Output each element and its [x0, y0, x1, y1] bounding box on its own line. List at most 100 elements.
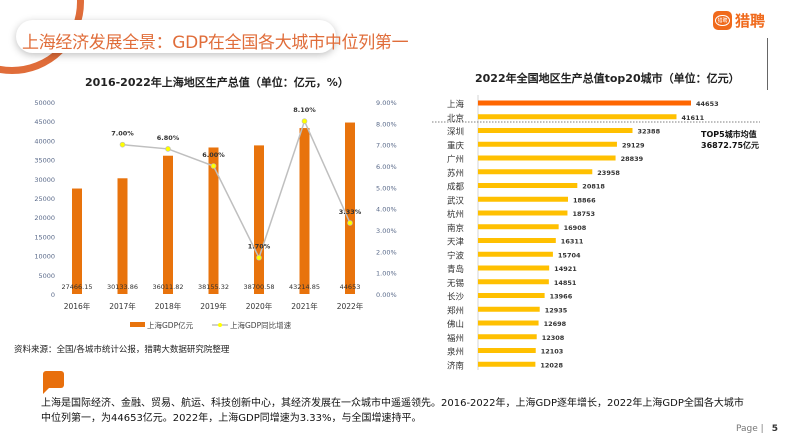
- left-axis-tick: 0: [51, 291, 55, 299]
- city-bar: [478, 196, 568, 202]
- growth-point: [119, 141, 126, 148]
- chat-bubble-logo-icon: 猎聘: [713, 11, 732, 30]
- city-label: 成都: [447, 182, 465, 193]
- city-bar: [478, 128, 633, 133]
- x-axis-label: 2019年: [200, 301, 227, 311]
- x-axis-label: 2021年: [291, 301, 318, 311]
- left-axis-tick: 15000: [34, 233, 55, 241]
- bar-value-label: 38700.58: [243, 283, 274, 291]
- city-bar: [478, 251, 553, 257]
- speech-bubble-icon: [43, 371, 64, 394]
- city-bar: [478, 183, 578, 188]
- right-axis-tick: 8.00%: [376, 120, 397, 128]
- left-axis-tick: 35000: [34, 157, 55, 165]
- gdp-bar: [117, 178, 128, 294]
- city-value-label: 32388: [637, 128, 660, 136]
- growth-label: 7.00%: [111, 130, 134, 138]
- right-axis-tick: 4.00%: [376, 206, 397, 214]
- top5-average-annotation: TOP5城市均值 36872.75亿元: [701, 130, 760, 150]
- x-axis-label: 2020年: [246, 301, 273, 311]
- city-value-label: 16908: [564, 224, 587, 232]
- logo-text: 猎聘: [735, 12, 766, 30]
- right-axis-tick: 2.00%: [376, 248, 397, 256]
- gdp-bar: [299, 128, 310, 294]
- bar-value-label: 27466.15: [61, 283, 92, 291]
- right-axis-tick: 0.00%: [376, 291, 397, 299]
- growth-label: 6.80%: [157, 134, 180, 142]
- city-bar: [478, 210, 568, 216]
- city-label: 长沙: [447, 292, 465, 303]
- city-bar: [478, 361, 536, 367]
- title-pill: [16, 20, 336, 53]
- city-label: 佛山: [447, 319, 464, 330]
- right-axis-tick: 1.00%: [376, 270, 397, 278]
- left-axis-tick: 30000: [34, 176, 55, 184]
- city-bar: [478, 141, 617, 147]
- city-label: 福州: [447, 333, 464, 344]
- growth-label: 6.00%: [202, 151, 225, 159]
- x-axis-label: 2016年: [64, 301, 91, 311]
- city-value-label: 18753: [572, 210, 595, 218]
- city-value-label: 14921: [554, 265, 577, 273]
- bar-value-label: 38155.32: [198, 283, 229, 291]
- city-bar: [478, 306, 540, 312]
- city-value-label: 29129: [622, 141, 645, 149]
- city-bar: [478, 169, 593, 175]
- bar-value-label: 43214.85: [289, 283, 320, 291]
- divider: [767, 38, 768, 90]
- right-chart-title: 2022年全国地区生产总值top20城市（单位：亿元）: [475, 72, 740, 85]
- right-axis-tick: 7.00%: [376, 142, 397, 150]
- city-label: 天津: [447, 237, 465, 248]
- city-bar: [478, 114, 677, 120]
- growth-label: 1.70%: [248, 243, 271, 251]
- city-bar: [478, 320, 539, 326]
- gdp-bar: [208, 147, 219, 294]
- legend-line-label: 上海GDP同比增速: [230, 320, 292, 330]
- page-title: 上海经济发展全景：GDP在全国各大城市中位列第一: [22, 33, 409, 53]
- city-bar: [478, 224, 559, 230]
- city-label: 南京: [447, 223, 464, 234]
- city-value-label: 12308: [542, 334, 565, 342]
- city-value-label: 12698: [544, 320, 567, 328]
- city-value-label: 18866: [573, 196, 596, 204]
- city-label: 青岛: [447, 264, 464, 275]
- left-axis-tick: 10000: [34, 253, 55, 261]
- city-value-label: 12103: [541, 348, 564, 356]
- bar-value-label: 44653: [340, 283, 361, 291]
- city-label: 苏州: [447, 168, 464, 179]
- right-axis-tick: 6.00%: [376, 163, 397, 171]
- city-value-label: 41611: [681, 114, 704, 122]
- city-label: 北京: [447, 113, 464, 124]
- growth-point: [256, 254, 262, 261]
- right-axis-tick: 9.00%: [376, 99, 397, 107]
- gdp-bar: [254, 145, 264, 294]
- right-axis-tick: 5.00%: [376, 184, 397, 192]
- right-axis-tick: 3.00%: [376, 227, 397, 235]
- x-axis-label: 2017年: [109, 301, 136, 311]
- left-axis-tick: 5000: [38, 272, 55, 280]
- growth-point: [165, 146, 171, 152]
- legend-bar-label: 上海GDP亿元: [147, 320, 194, 330]
- summary-text: 上海是国际经济、金融、贸易、航运、科技创新中心，其经济发展在一众城市中遥遥领先。…: [41, 398, 744, 424]
- city-value-label: 15704: [558, 251, 581, 259]
- city-value-label: 44653: [696, 100, 719, 108]
- logo: 猎聘 猎聘: [713, 10, 765, 31]
- bar-value-label: 30133.86: [107, 283, 138, 291]
- left-axis-tick: 25000: [34, 195, 55, 203]
- city-label: 武汉: [447, 195, 465, 206]
- growth-label: 8.10%: [293, 106, 316, 114]
- data-source: 资料来源：全国/各城市统计公报，猎聘大数据研究院整理: [14, 345, 230, 355]
- city-bar: [478, 155, 616, 161]
- city-label: 杭州: [447, 209, 464, 220]
- city-value-label: 28839: [621, 155, 644, 163]
- city-label: 重庆: [447, 140, 465, 151]
- city-label: 广州: [447, 154, 464, 165]
- city-value-label: 13966: [550, 293, 573, 301]
- city-label: 泉州: [447, 347, 464, 358]
- legend-line-marker: [218, 323, 222, 327]
- city-value-label: 14851: [554, 279, 577, 287]
- bar-value-label: 36011.82: [152, 283, 183, 291]
- city-value-label: 12935: [545, 306, 568, 314]
